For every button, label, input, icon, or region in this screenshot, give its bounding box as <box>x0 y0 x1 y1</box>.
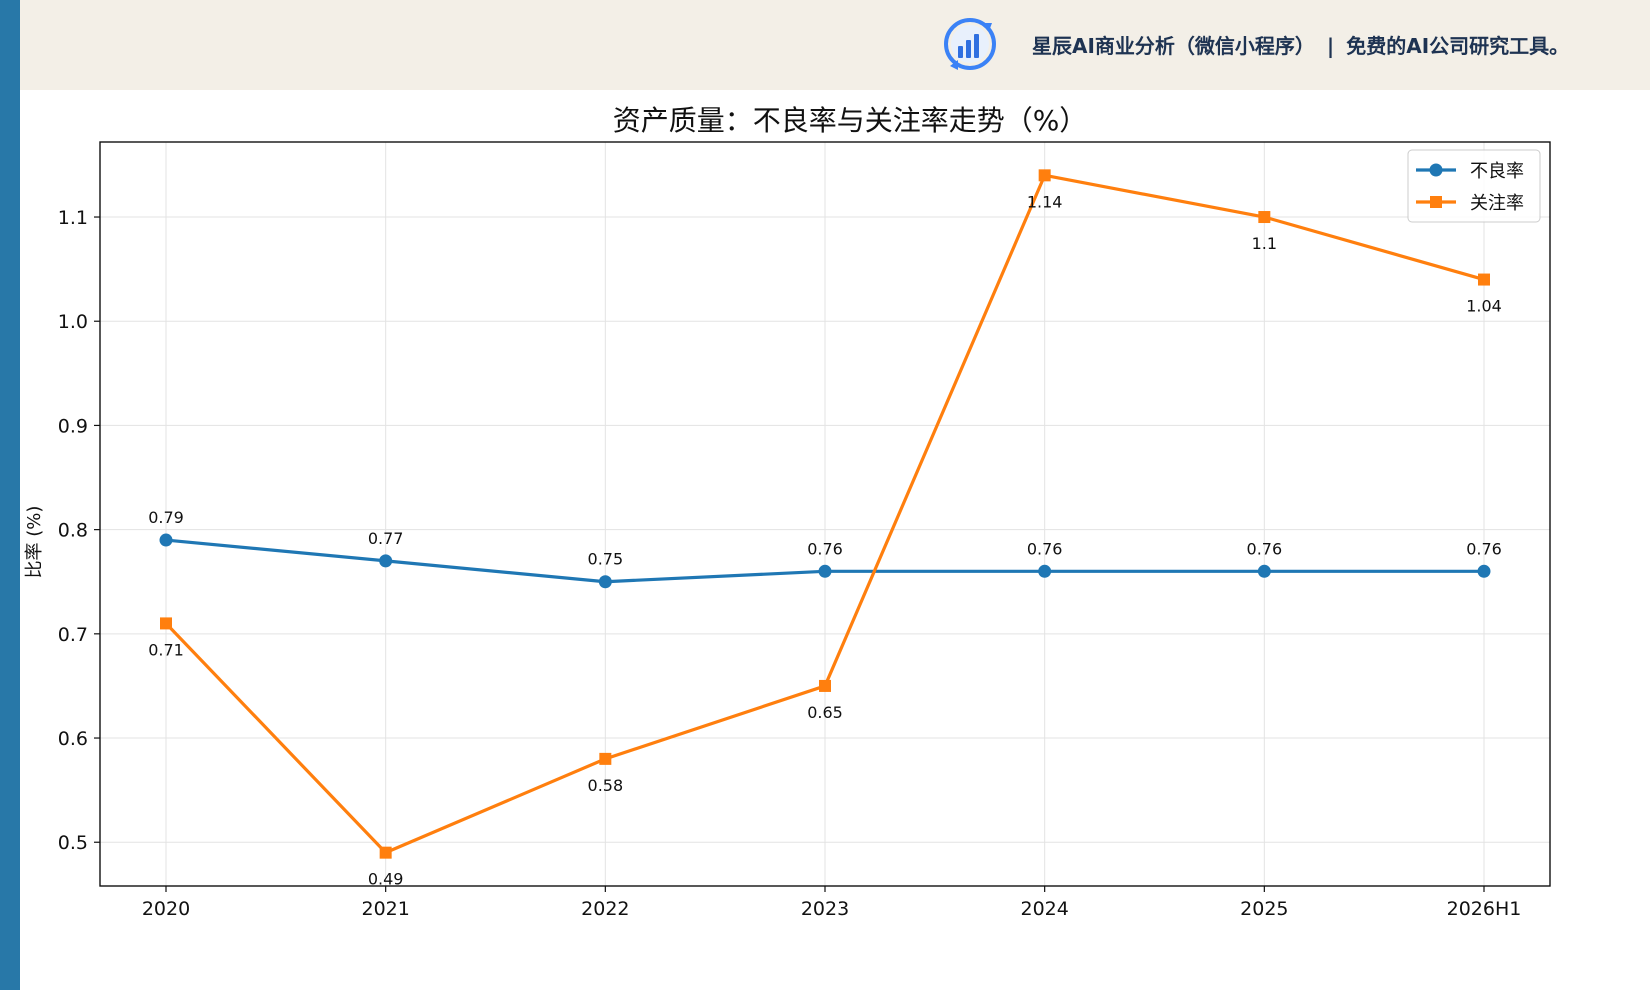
data-label: 0.75 <box>588 550 624 569</box>
legend-marker <box>1430 196 1442 208</box>
data-point-marker <box>160 617 172 630</box>
data-point-marker <box>1477 564 1491 578</box>
data-point-marker <box>1478 273 1490 286</box>
tagline: 免费的AI公司研究工具。 <box>1346 34 1570 58</box>
grid <box>100 142 1550 886</box>
x-tick-label: 2024 <box>1020 898 1068 920</box>
data-point-marker <box>1257 564 1271 578</box>
chart-title: 资产质量：不良率与关注率走势（%） <box>613 104 1088 137</box>
data-label: 1.14 <box>1027 192 1063 211</box>
data-point-marker <box>159 533 173 547</box>
y-tick-label: 0.5 <box>58 832 88 854</box>
data-label: 0.49 <box>368 870 404 889</box>
legend-marker <box>1429 163 1443 177</box>
left-accent-bar <box>0 0 20 990</box>
y-axis-label: 比率 (%) <box>24 506 45 579</box>
line-chart: 资产质量：不良率与关注率走势（%） 比率 (%) 0.5 0.6 0.7 0.8 0.9… <box>24 104 1551 920</box>
data-point-marker <box>1258 211 1271 224</box>
data-label: 0.76 <box>807 539 843 558</box>
banner-separator: | <box>1326 34 1335 58</box>
banner-text: 星辰AI商业分析（微信小程序） | 免费的AI公司研究工具。 <box>1032 31 1569 61</box>
data-label: 0.76 <box>1247 539 1283 558</box>
data-label: 0.58 <box>588 776 624 795</box>
data-point-marker <box>598 575 612 589</box>
y-tick-label: 0.9 <box>58 415 88 437</box>
data-label: 1.04 <box>1466 297 1502 316</box>
y-tick-label: 0.8 <box>58 520 88 542</box>
data-point-marker <box>819 679 831 692</box>
data-point-marker <box>379 846 392 859</box>
data-label: 0.79 <box>148 508 184 527</box>
y-tick-label: 0.7 <box>58 624 88 646</box>
data-label: 0.65 <box>807 703 843 722</box>
data-label: 0.76 <box>1027 539 1063 558</box>
top-banner: 星辰AI商业分析（微信小程序） | 免费的AI公司研究工具。 <box>20 0 1650 90</box>
data-label: 0.76 <box>1466 539 1502 558</box>
x-tick-label: 2021 <box>361 898 409 920</box>
data-label: 0.77 <box>368 529 404 548</box>
data-point-marker <box>818 564 832 578</box>
x-tick-label: 2025 <box>1240 898 1288 920</box>
axes: 0.5 0.6 0.7 0.8 0.9 1.0 1.1 2020 2021 2022 2023 202… <box>58 141 1551 920</box>
y-tick-label: 1.1 <box>58 207 88 229</box>
x-tick-label: 2026H1 <box>1447 898 1522 920</box>
x-tick-label: 2020 <box>142 898 190 920</box>
legend-label: 不良率 <box>1470 161 1524 182</box>
data-label: 0.71 <box>148 640 184 659</box>
y-tick-label: 0.6 <box>58 728 88 750</box>
data-point-marker <box>1038 169 1051 182</box>
app-name: 星辰AI商业分析（微信小程序） <box>1032 34 1315 58</box>
x-tick-label: 2022 <box>581 898 629 920</box>
legend-label: 关注率 <box>1470 193 1524 214</box>
series <box>159 169 1491 859</box>
y-tick-label: 1.0 <box>58 311 88 333</box>
data-point-marker <box>1038 564 1052 578</box>
data-point-marker <box>379 554 393 568</box>
x-tick-label: 2023 <box>801 898 849 920</box>
data-label: 1.1 <box>1252 234 1277 253</box>
data-point-marker <box>599 752 612 765</box>
data-labels: 0.79 0.77 0.75 0.76 0.76 0.76 0.76 0.71 0.49 0.58… <box>148 192 1502 888</box>
bar-chart-refresh-icon <box>944 18 996 70</box>
